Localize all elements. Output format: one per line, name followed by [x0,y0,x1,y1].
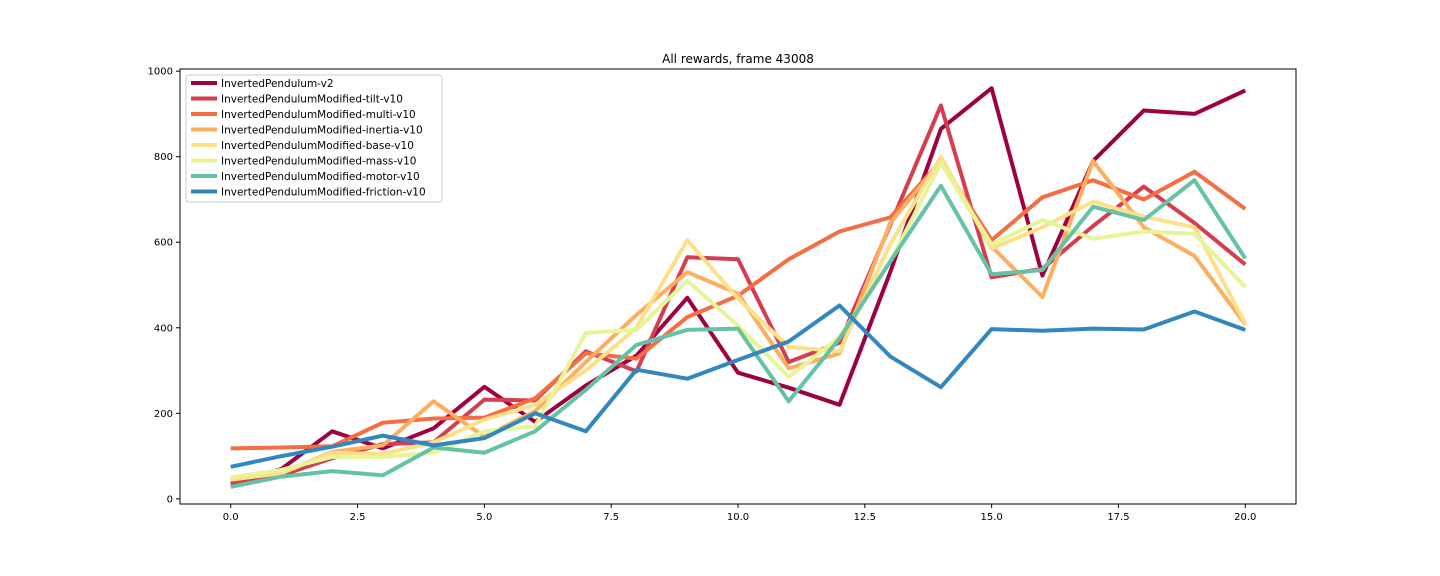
series-line-4 [230,154,1248,482]
legend-label-3: InvertedPendulumModified-inertia-v10 [221,125,423,137]
series-layer [230,86,1248,489]
series-line-6 [230,178,1247,489]
x-tick-label: 7.5 [603,512,619,523]
series-line-3 [230,159,1247,482]
y-tick-label: 1000 [148,67,173,78]
x-axis: 0.0 2.5 5.0 7.5 10.0 12.5 15.0 17.5 20.0 [223,504,1256,523]
legend-label-1: InvertedPendulumModified-tilt-v10 [221,94,403,106]
x-tick-label: 2.5 [350,512,366,523]
x-tick-label: 20.0 [1234,512,1256,523]
y-tick-label: 0 [167,494,173,505]
x-tick-label: 12.5 [854,512,876,523]
chart-title: All rewards, frame 43008 [662,52,814,66]
legend-box [185,74,443,203]
legend-label-4: InvertedPendulumModified-base-v10 [221,140,414,152]
legend-label-0: InvertedPendulum-v2 [221,78,334,90]
x-tick-label: 17.5 [1107,512,1129,523]
legend-label-7: InvertedPendulumModified-friction-v10 [221,187,426,199]
series-line-7 [230,303,1246,469]
x-tick-label: 10.0 [727,512,749,523]
y-axis: 0 200 400 600 800 1000 [148,67,180,505]
series-line-5 [230,161,1247,480]
legend: InvertedPendulum-v2 InvertedPendulumModif… [185,74,443,203]
x-tick-label: 5.0 [476,512,492,523]
legend-label-2: InvertedPendulumModified-multi-v10 [221,109,416,121]
y-tick-label: 800 [154,152,173,163]
y-tick-label: 400 [154,323,173,334]
legend-label-6: InvertedPendulumModified-motor-v10 [221,171,420,183]
legend-label-5: InvertedPendulumModified-mass-v10 [221,156,416,168]
series-line-1 [230,103,1247,486]
x-tick-label: 0.0 [223,512,239,523]
x-tick-label: 15.0 [981,512,1003,523]
y-tick-label: 200 [154,409,173,420]
y-tick-label: 600 [154,238,173,249]
